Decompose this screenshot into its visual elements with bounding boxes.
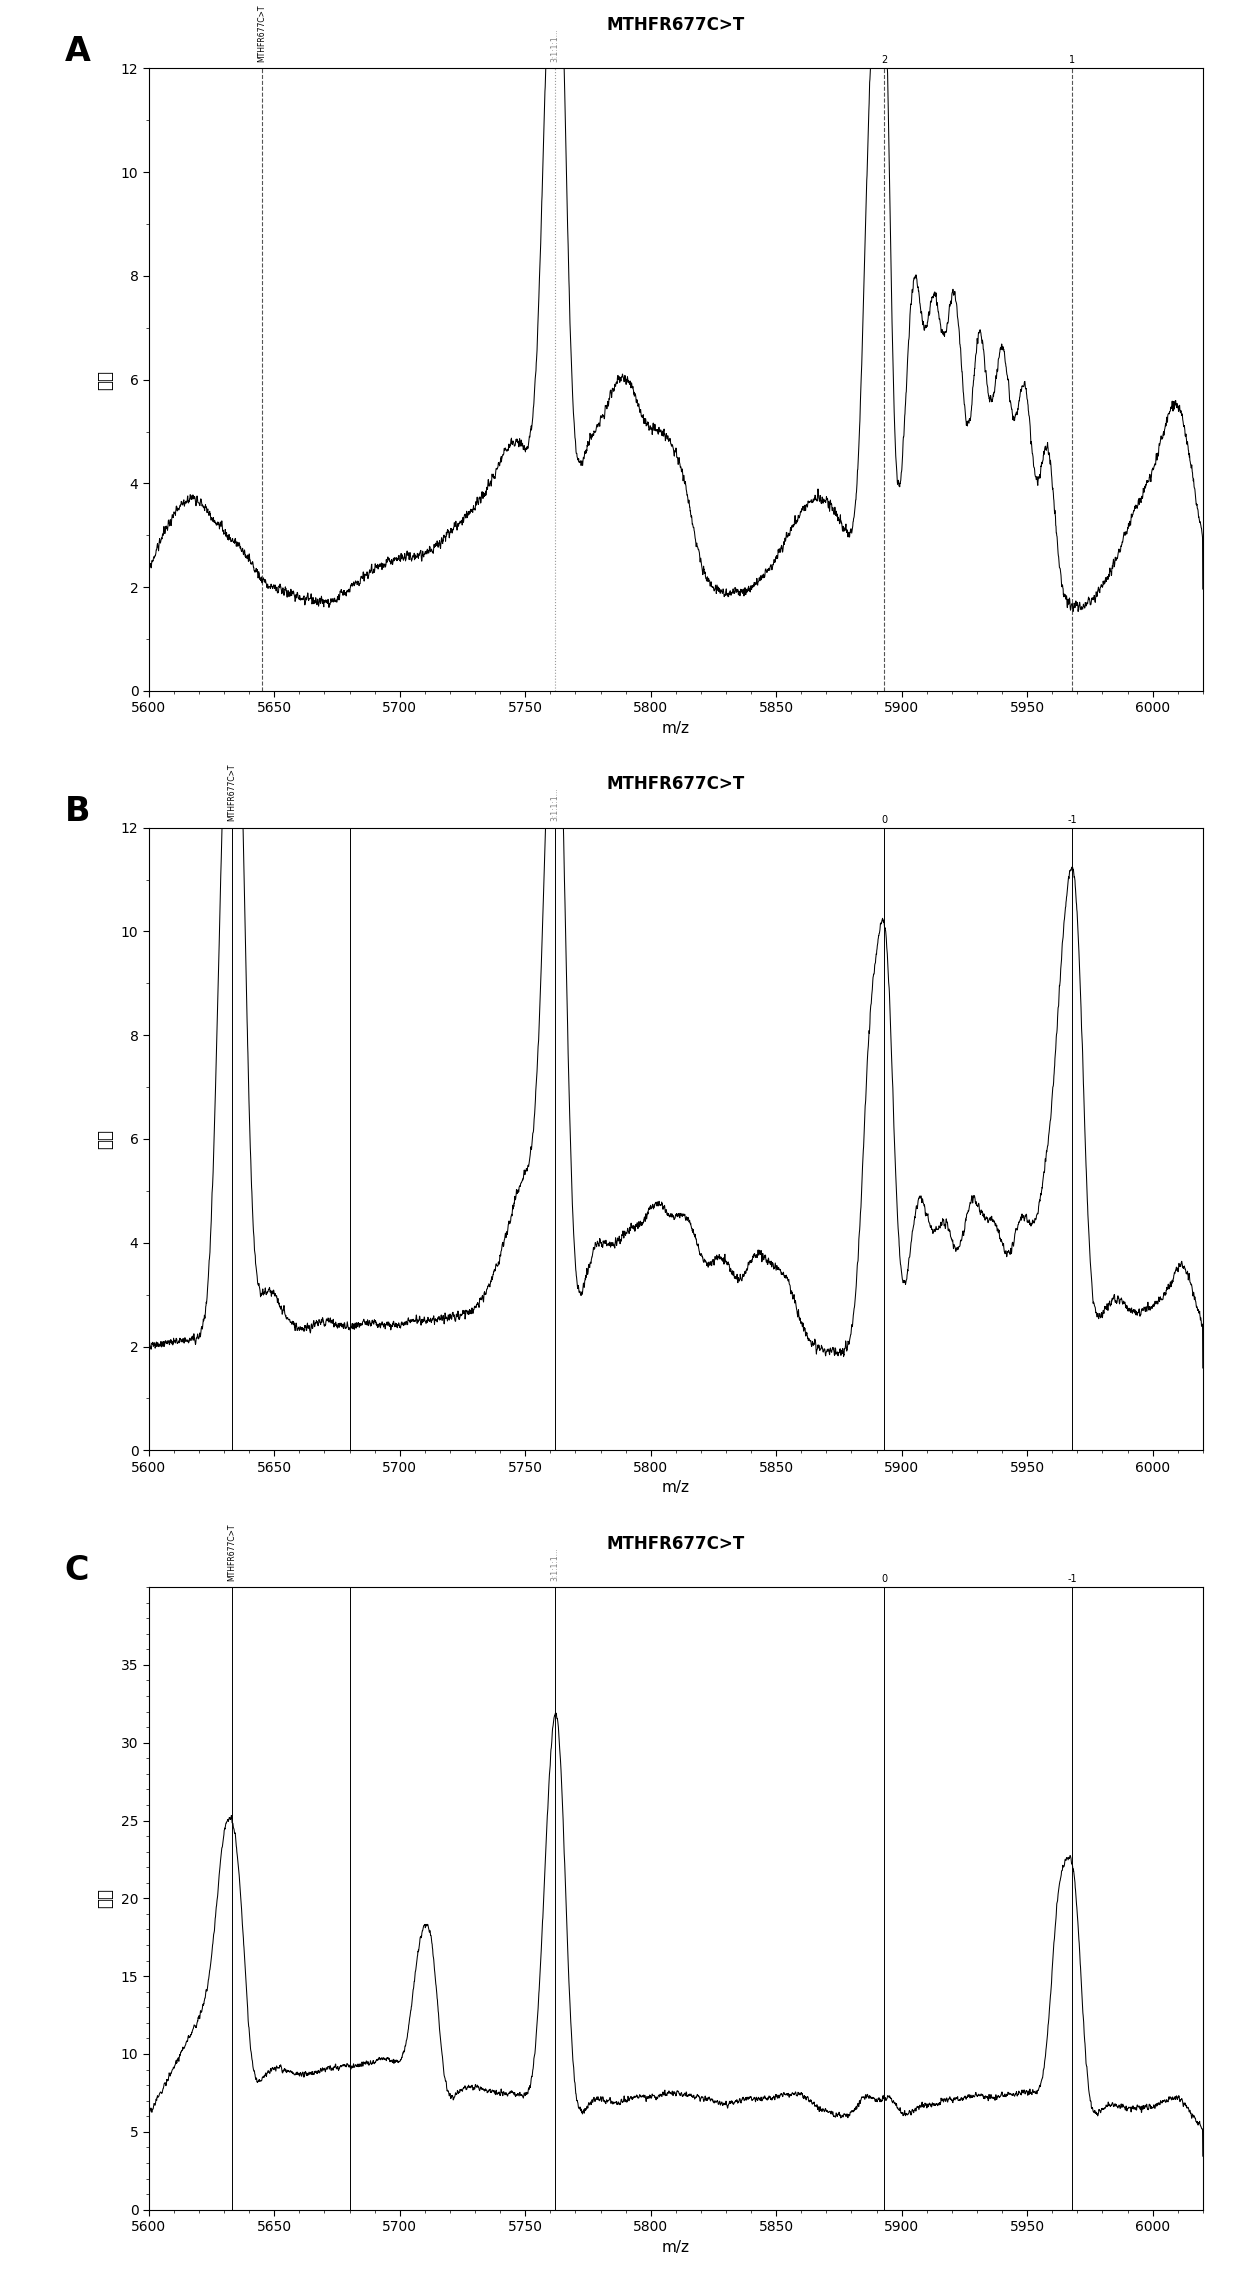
Text: 2: 2 bbox=[880, 55, 887, 66]
Text: MTHFR677C>T: MTHFR677C>T bbox=[606, 16, 745, 34]
Y-axis label: 强度: 强度 bbox=[95, 369, 114, 390]
Text: MTHFR677C>T: MTHFR677C>T bbox=[227, 763, 236, 822]
Text: A: A bbox=[64, 36, 91, 68]
Text: B: B bbox=[64, 795, 91, 827]
Text: MTHFR677C>T: MTHFR677C>T bbox=[606, 775, 745, 793]
Text: 3:1:1:1...: 3:1:1:1... bbox=[551, 27, 559, 62]
Text: 3:1:1:1...: 3:1:1:1... bbox=[551, 788, 559, 822]
Y-axis label: 强度: 强度 bbox=[95, 1130, 114, 1148]
Text: -1: -1 bbox=[1068, 1574, 1078, 1583]
Text: 0: 0 bbox=[882, 1574, 887, 1583]
Text: -1: -1 bbox=[1068, 816, 1078, 825]
Text: MTHFR677C>T: MTHFR677C>T bbox=[257, 5, 267, 62]
X-axis label: m/z: m/z bbox=[662, 1481, 689, 1494]
X-axis label: m/z: m/z bbox=[662, 720, 689, 736]
Text: 0: 0 bbox=[882, 816, 887, 825]
Y-axis label: 强度: 强度 bbox=[95, 1888, 114, 1909]
X-axis label: m/z: m/z bbox=[662, 2239, 689, 2255]
Text: MTHFR677C>T: MTHFR677C>T bbox=[227, 1524, 236, 1581]
Text: 1: 1 bbox=[1069, 55, 1075, 66]
Text: 3:1:1:1...: 3:1:1:1... bbox=[551, 1547, 559, 1581]
Text: MTHFR677C>T: MTHFR677C>T bbox=[606, 1535, 745, 1554]
Text: C: C bbox=[64, 1554, 89, 1588]
